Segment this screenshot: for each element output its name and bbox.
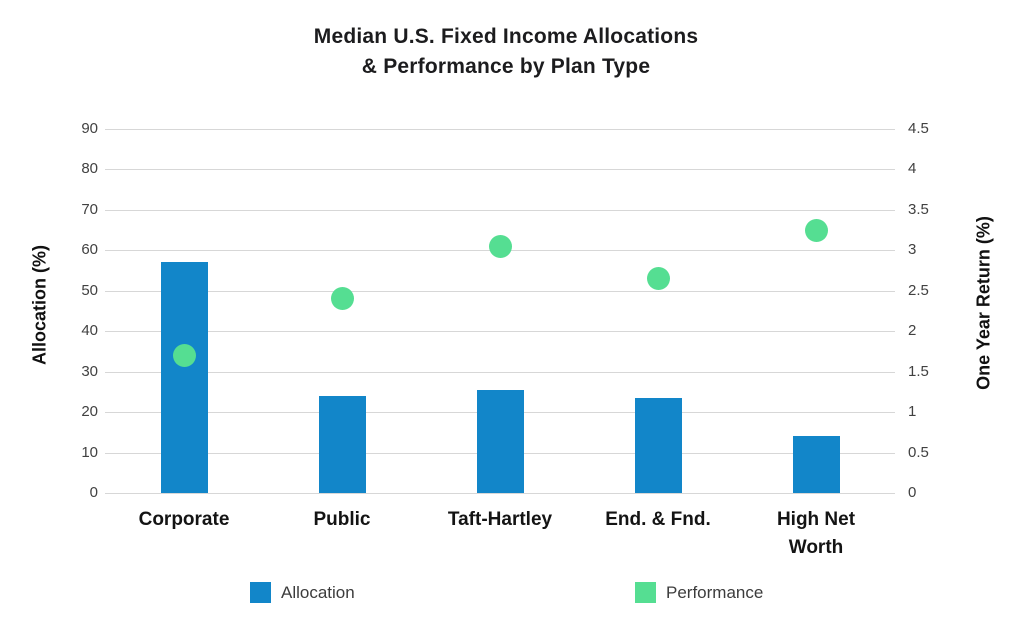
x-axis-label: High Net Worth (776, 509, 856, 558)
x-axis-label: Corporate (138, 509, 230, 530)
left-axis-tick: 80 (81, 160, 98, 178)
allocation-bar (476, 389, 524, 493)
gridline (105, 331, 895, 333)
performance-dot (804, 218, 828, 242)
right-axis-tick: 1 (908, 403, 917, 421)
left-axis-title: Allocation (%) (29, 245, 50, 365)
left-axis-tick: 20 (81, 403, 98, 421)
allocation-bar (160, 262, 208, 493)
allocation-bar (318, 395, 366, 493)
legend-swatch (250, 582, 271, 603)
right-axis-tick: 3.5 (908, 200, 929, 218)
right-axis-tick: 0.5 (908, 443, 929, 461)
left-axis-tick: 10 (81, 443, 98, 461)
x-axis-label: End. & Fnd. (605, 509, 711, 530)
chart-title-line1: Median U.S. Fixed Income Allocations (313, 25, 699, 48)
right-axis-tick: 4.5 (908, 120, 929, 137)
performance-dot (488, 234, 512, 258)
gridline (105, 290, 895, 292)
left-axis-tick: 90 (81, 120, 98, 137)
left-axis-tick: 40 (81, 322, 98, 340)
right-axis-tick: 0 (908, 484, 917, 501)
chart-title: Median U.S. Fixed Income Allocations & P… (0, 22, 1012, 82)
left-axis-tick: 70 (81, 200, 98, 218)
legend-item: Performance (635, 582, 763, 603)
gridline (105, 169, 895, 171)
left-axis-tick: 0 (89, 484, 98, 501)
right-axis-tick: 2 (908, 322, 917, 340)
left-axis-tick: 60 (81, 241, 98, 259)
allocation-bar (634, 397, 682, 493)
legend-label: Allocation (281, 582, 355, 602)
gridline (105, 129, 895, 130)
legend-item: Allocation (250, 582, 355, 603)
chart-title-line2: & Performance by Plan Type (361, 55, 651, 78)
right-axis-title: One Year Return (%) (973, 216, 994, 390)
left-axis-tick: 30 (81, 362, 98, 380)
performance-dot (172, 343, 196, 367)
left-axis-tick: 50 (81, 281, 98, 299)
gridline (105, 493, 895, 494)
right-axis-tick: 1.5 (908, 362, 929, 380)
x-axis-label: Public (313, 509, 371, 530)
performance-dot (646, 267, 670, 291)
right-axis-tick: 2.5 (908, 281, 929, 299)
right-axis-tick: 3 (908, 241, 917, 259)
right-axis-tick: 4 (908, 160, 917, 178)
gridline (105, 371, 895, 373)
performance-dot (330, 287, 354, 311)
plot-area (105, 129, 895, 494)
legend-label: Performance (666, 582, 764, 602)
allocation-bar (792, 436, 840, 493)
x-axis-label: Taft-Hartley (447, 509, 553, 530)
legend-swatch (635, 582, 656, 603)
gridline (105, 209, 895, 211)
